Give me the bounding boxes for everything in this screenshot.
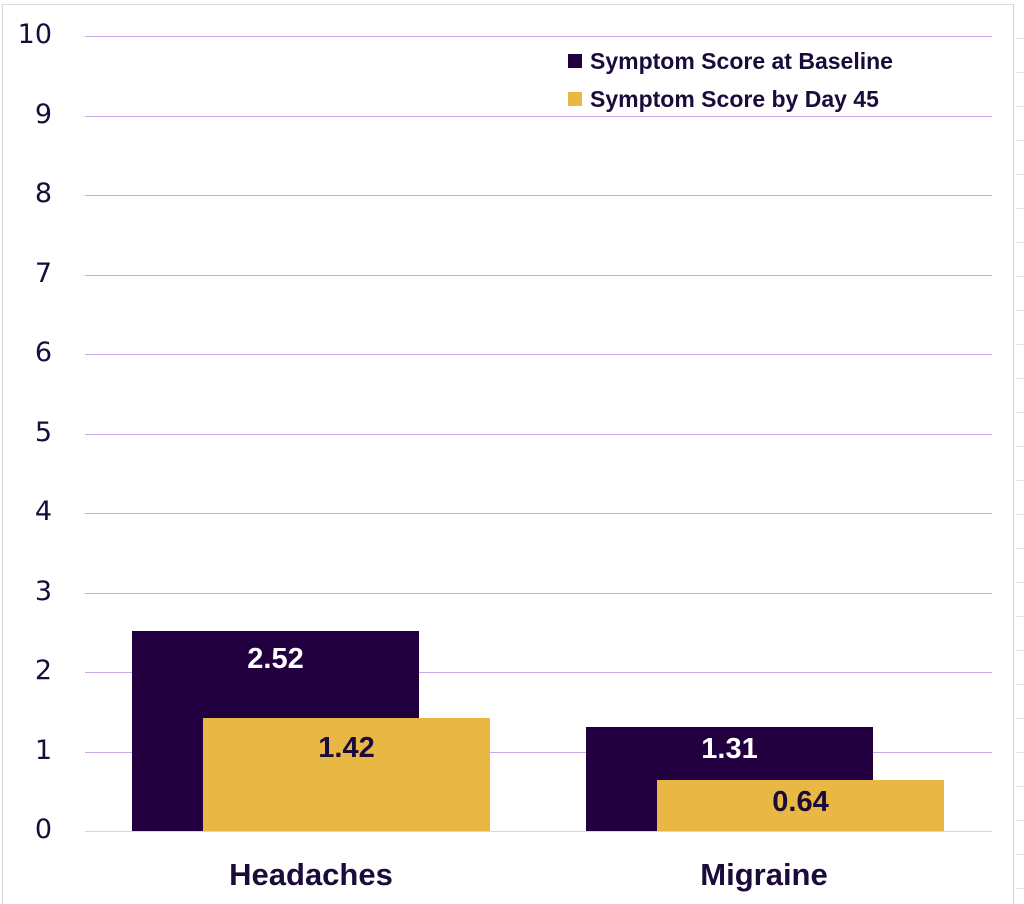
legend-swatch-day45 [568,92,582,106]
legend-label-day45: Symptom Score by Day 45 [590,85,879,112]
gridline [85,672,992,673]
gridline [85,513,992,514]
data-label: 1.31 [701,733,758,766]
legend-item-day45: Symptom Score by Day 45 [568,80,893,118]
y-tick-label: 5 [34,416,52,448]
y-tick-label: 1 [34,734,52,766]
data-label: 2.52 [247,643,304,676]
gridline [85,275,992,276]
y-tick-label: 6 [34,337,52,368]
x-label-migraine: Migraine [700,857,828,892]
spreadsheet-gridlines [1016,0,1024,902]
chart-frame [2,4,1014,904]
gridline [85,752,992,753]
data-label: 0.64 [772,786,829,819]
data-label: 1.42 [318,731,375,764]
y-tick-label: 4 [34,496,52,527]
legend-label-baseline: Symptom Score at Baseline [590,47,893,74]
y-tick-label: 0 [34,814,52,845]
gridline [85,116,992,117]
legend: Symptom Score at Baseline Symptom Score … [568,42,893,118]
gridline [85,593,992,594]
x-label-headaches: Headaches [229,857,393,892]
gridline [85,36,992,37]
y-tick-label: 10 [17,19,52,50]
bar-headaches-day45: 1.42 [203,718,490,831]
gridline [85,195,992,196]
y-tick-label: 9 [34,98,52,130]
bar-migraine-day45: 0.64 [657,780,944,831]
legend-item-baseline: Symptom Score at Baseline [568,42,893,80]
legend-swatch-baseline [568,54,582,68]
y-tick-label: 3 [34,575,52,607]
y-tick-label: 7 [34,257,52,289]
y-tick-label: 8 [34,178,52,209]
gridline [85,434,992,435]
y-tick-label: 2 [34,655,52,686]
x-axis-baseline [85,831,992,832]
gridline [85,354,992,355]
